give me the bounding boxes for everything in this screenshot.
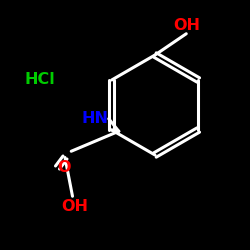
- Text: O: O: [57, 160, 70, 175]
- Text: HCl: HCl: [24, 72, 56, 88]
- Text: OH: OH: [62, 199, 88, 214]
- Text: OH: OH: [173, 18, 200, 32]
- Text: HN: HN: [82, 111, 108, 126]
